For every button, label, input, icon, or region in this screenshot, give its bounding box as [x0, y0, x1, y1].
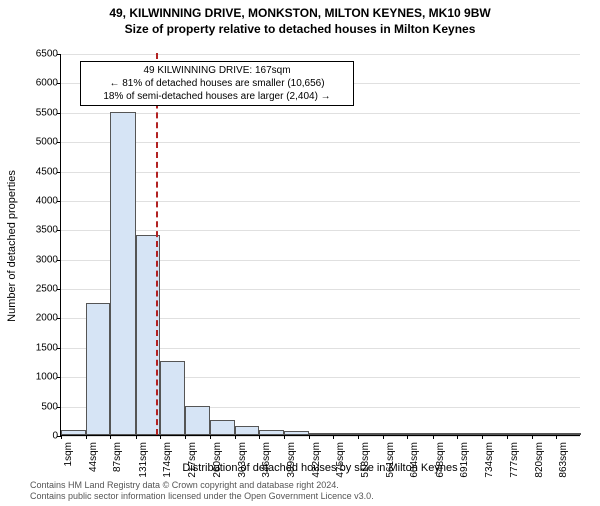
x-tick-mark	[309, 435, 310, 439]
y-tick-label: 2000	[18, 313, 58, 324]
x-tick-mark	[532, 435, 533, 439]
annotation-box: 49 KILWINNING DRIVE: 167sqm ← 81% of det…	[80, 61, 354, 106]
x-tick-label: 475sqm	[335, 442, 346, 478]
x-tick-mark	[185, 435, 186, 439]
x-tick-label: 389sqm	[286, 442, 297, 478]
histogram-bar	[482, 433, 507, 435]
histogram-bar	[235, 426, 260, 435]
x-tick-label: 131sqm	[138, 442, 149, 478]
gridline	[61, 113, 580, 114]
annotation-line1: 49 KILWINNING DRIVE: 167sqm	[87, 64, 347, 77]
histogram-bar	[160, 361, 185, 435]
x-tick-label: 518sqm	[360, 442, 371, 478]
y-axis-label: Number of detached properties	[6, 170, 18, 322]
page-subtitle: Size of property relative to detached ho…	[0, 22, 600, 36]
x-tick-mark	[136, 435, 137, 439]
x-tick-mark	[160, 435, 161, 439]
x-tick-mark	[210, 435, 211, 439]
y-tick-label: 5000	[18, 137, 58, 148]
x-tick-label: 432sqm	[311, 442, 322, 478]
x-tick-mark	[556, 435, 557, 439]
histogram-bar	[110, 112, 135, 435]
histogram-bar	[383, 433, 408, 435]
x-tick-mark	[507, 435, 508, 439]
x-tick-label: 44sqm	[88, 442, 99, 472]
histogram-bar	[532, 433, 557, 435]
x-tick-mark	[383, 435, 384, 439]
y-tick-label: 6000	[18, 78, 58, 89]
histogram-bar	[407, 433, 432, 435]
x-tick-mark	[433, 435, 434, 439]
page-title: 49, KILWINNING DRIVE, MONKSTON, MILTON K…	[0, 6, 600, 20]
x-tick-label: 691sqm	[459, 442, 470, 478]
y-tick-label: 3000	[18, 254, 58, 265]
histogram-bar	[433, 433, 458, 435]
x-tick-mark	[457, 435, 458, 439]
x-tick-mark	[61, 435, 62, 439]
x-tick-mark	[110, 435, 111, 439]
x-tick-mark	[259, 435, 260, 439]
x-tick-label: 174sqm	[162, 442, 173, 478]
x-tick-label: 561sqm	[385, 442, 396, 478]
x-tick-mark	[407, 435, 408, 439]
y-tick-label: 3500	[18, 225, 58, 236]
reference-line	[156, 53, 158, 435]
gridline	[61, 142, 580, 143]
y-tick-label: 500	[18, 401, 58, 412]
y-tick-label: 1000	[18, 372, 58, 383]
histogram-bar	[556, 433, 581, 435]
gridline	[61, 54, 580, 55]
credits-line1: Contains HM Land Registry data © Crown c…	[30, 480, 374, 491]
x-tick-label: 648sqm	[435, 442, 446, 478]
x-tick-mark	[482, 435, 483, 439]
gridline	[61, 172, 580, 173]
histogram-bar	[185, 406, 210, 435]
y-tick-label: 5500	[18, 107, 58, 118]
x-tick-mark	[333, 435, 334, 439]
x-tick-label: 1sqm	[63, 442, 74, 466]
x-tick-mark	[86, 435, 87, 439]
x-tick-label: 346sqm	[261, 442, 272, 478]
x-tick-label: 863sqm	[558, 442, 569, 478]
x-tick-label: 303sqm	[237, 442, 248, 478]
histogram-bar	[86, 303, 111, 435]
histogram-bar	[61, 430, 86, 435]
y-tick-label: 4000	[18, 195, 58, 206]
x-tick-mark	[235, 435, 236, 439]
x-tick-label: 604sqm	[409, 442, 420, 478]
gridline	[61, 201, 580, 202]
x-tick-mark	[284, 435, 285, 439]
annotation-line2: ← 81% of detached houses are smaller (10…	[87, 77, 347, 90]
histogram-bar	[333, 433, 358, 435]
histogram-bar	[457, 433, 482, 435]
histogram-plot-area	[60, 54, 580, 436]
credits-line2: Contains public sector information licen…	[30, 491, 374, 502]
x-tick-label: 820sqm	[534, 442, 545, 478]
annotation-line3: 18% of semi-detached houses are larger (…	[87, 90, 347, 103]
y-tick-label: 4500	[18, 166, 58, 177]
histogram-bar	[259, 430, 284, 435]
x-tick-label: 777sqm	[509, 442, 520, 478]
y-tick-label: 2500	[18, 284, 58, 295]
credits-text: Contains HM Land Registry data © Crown c…	[30, 480, 374, 502]
histogram-bar	[507, 433, 532, 435]
x-tick-label: 87sqm	[112, 442, 123, 472]
y-tick-label: 0	[18, 431, 58, 442]
y-tick-label: 6500	[18, 49, 58, 60]
gridline	[61, 230, 580, 231]
histogram-bar	[358, 433, 383, 435]
histogram-bar	[284, 431, 309, 435]
x-tick-label: 734sqm	[484, 442, 495, 478]
gridline	[61, 436, 580, 437]
x-tick-label: 260sqm	[212, 442, 223, 478]
histogram-bar	[309, 433, 334, 435]
x-tick-label: 217sqm	[187, 442, 198, 478]
histogram-bar	[210, 420, 235, 435]
x-tick-mark	[358, 435, 359, 439]
y-tick-label: 1500	[18, 342, 58, 353]
chart-container: 49, KILWINNING DRIVE, MONKSTON, MILTON K…	[0, 6, 600, 506]
